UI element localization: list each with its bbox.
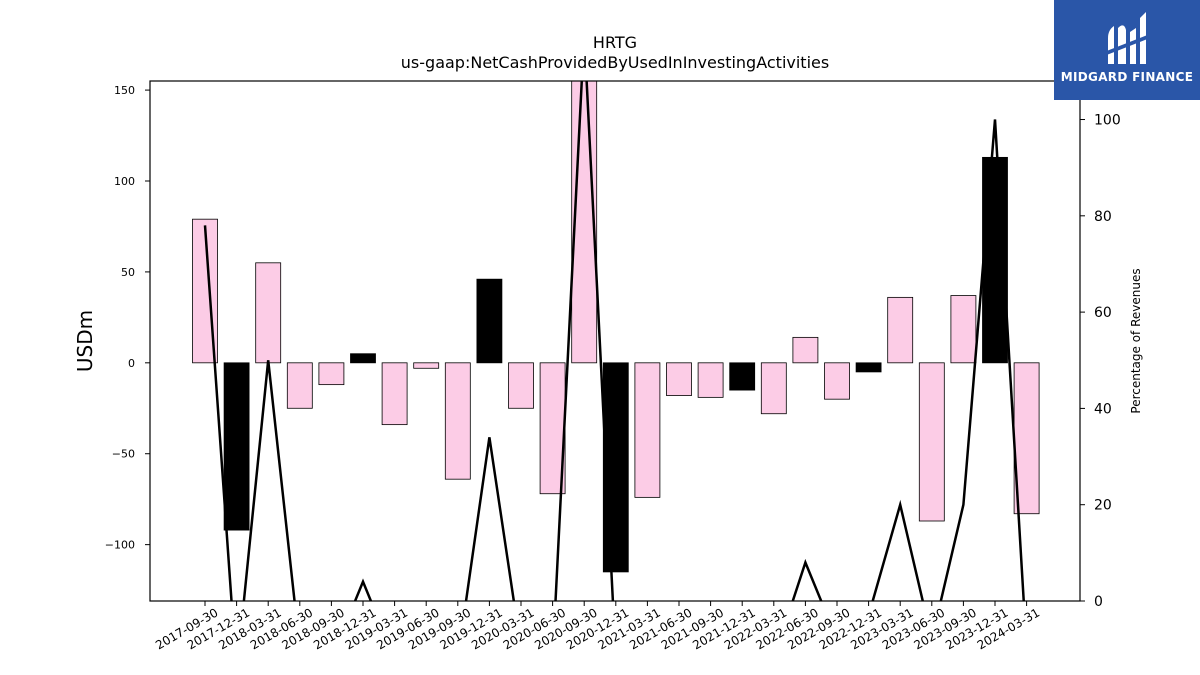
- y-tick-label: 150: [114, 84, 135, 97]
- y-tick-label: 50: [121, 266, 135, 279]
- y-right-tick-label: 20: [1094, 498, 1112, 514]
- bar-2017-12-31: [223, 362, 250, 531]
- y-right-tick-label: 0: [1094, 594, 1103, 610]
- y-right-tick-label: 100: [1094, 113, 1121, 129]
- y-axis-right-label: Percentage of Revenues: [1129, 268, 1143, 413]
- percentage-line: [203, 81, 1025, 601]
- bar-2020-12-31: [602, 362, 629, 573]
- bar-2020-03-31: [508, 362, 534, 409]
- bar-2018-09-30: [318, 362, 345, 386]
- y-right-tick-label: 40: [1094, 401, 1112, 417]
- bar-2019-12-31: [476, 278, 503, 364]
- y-axis-right: 0 20 40 60 80 100: [1080, 113, 1121, 610]
- bar-2021-12-31: [729, 362, 756, 391]
- bar-2023-09-30: [950, 295, 977, 364]
- y-tick-label: −100: [105, 539, 135, 552]
- bar-2022-12-31: [855, 362, 882, 373]
- y-tick-label: 100: [114, 175, 135, 188]
- bar-2022-03-31: [760, 362, 787, 415]
- bar-2019-06-30: [413, 362, 440, 369]
- x-axis: 2017-09-302017-12-312018-03-312018-06-30…: [153, 601, 1042, 652]
- y-tick-label: −50: [112, 448, 135, 461]
- bar-2021-06-30: [666, 362, 692, 396]
- bar-2021-03-31: [634, 362, 661, 498]
- bar-2019-09-30: [444, 362, 471, 480]
- bar-2023-06-30: [918, 362, 945, 522]
- bar-2018-03-31: [255, 262, 282, 364]
- bar-2022-06-30: [792, 336, 819, 364]
- bar-2021-09-30: [697, 362, 724, 398]
- bar-2022-09-30: [824, 362, 850, 400]
- bar-2018-06-30: [286, 362, 313, 409]
- y-tick-label: 0: [128, 357, 135, 370]
- y-axis-label: USDm: [73, 310, 97, 372]
- bar-2023-03-31: [887, 296, 914, 364]
- midgard-logo-icon: [1104, 12, 1150, 64]
- bar-2019-03-31: [381, 362, 408, 426]
- midgard-finance-logo: MIDGARD FINANCE: [1054, 0, 1200, 100]
- chart-title: HRTG: [593, 33, 637, 52]
- bar-series: [192, 81, 1040, 573]
- y-right-tick-label: 80: [1094, 209, 1112, 225]
- plot-frame: [149, 80, 1081, 602]
- line-series: [203, 81, 1025, 601]
- bar-2018-12-31: [350, 353, 376, 364]
- logo-text: MIDGARD FINANCE: [1060, 70, 1194, 84]
- y-right-tick-label: 60: [1094, 305, 1112, 321]
- chart-subtitle: us-gaap:NetCashProvidedByUsedInInvesting…: [401, 53, 829, 72]
- y-axis-left: −100 −50 0 50 100 150: [105, 84, 150, 552]
